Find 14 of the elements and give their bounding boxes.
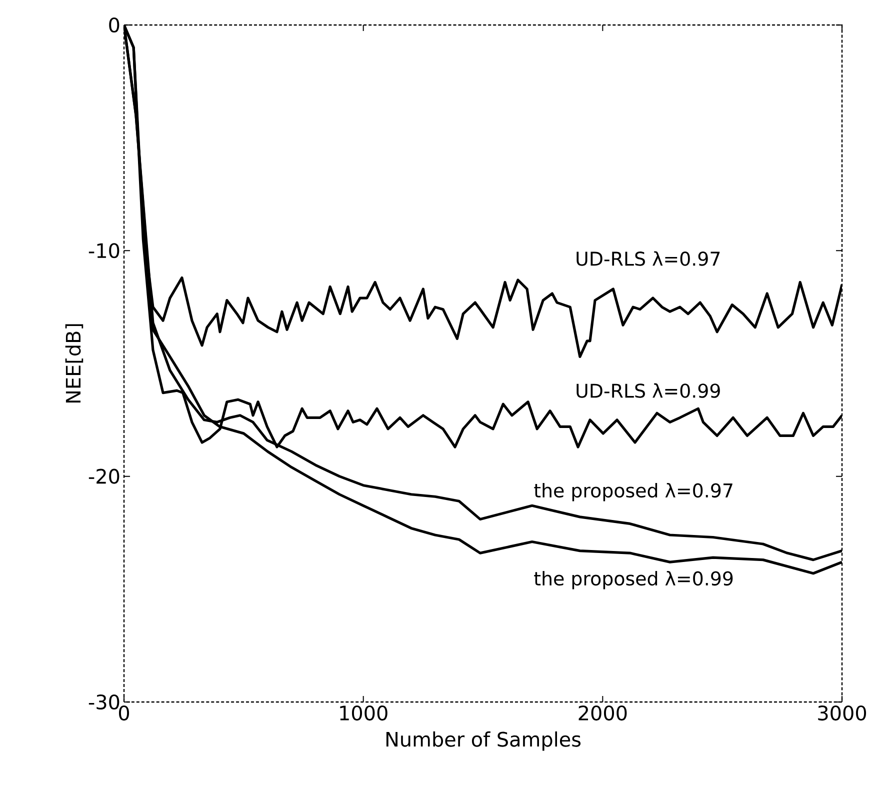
series-label: the proposed λ=0.99 [534,570,733,590]
y-tick-label: -30 [88,694,120,710]
x-tick-label: 1000 [340,706,388,721]
y-tick-label: -20 [88,468,120,484]
series-label: the proposed λ=0.97 [534,482,732,502]
x-tick-label: 2000 [578,706,627,721]
x-tick-label: 0 [118,706,130,721]
y-axis-title: NEE[dB] [65,324,84,403]
x-axis-title: Number of Samples [386,731,581,751]
y-tick-label: 0 [109,17,120,33]
series-label: UD-RLS λ=0.99 [576,383,720,398]
x-tick-label: 3000 [818,706,866,721]
y-tick-label: -10 [88,243,120,258]
series-label: UD-RLS λ=0.97 [576,251,720,266]
